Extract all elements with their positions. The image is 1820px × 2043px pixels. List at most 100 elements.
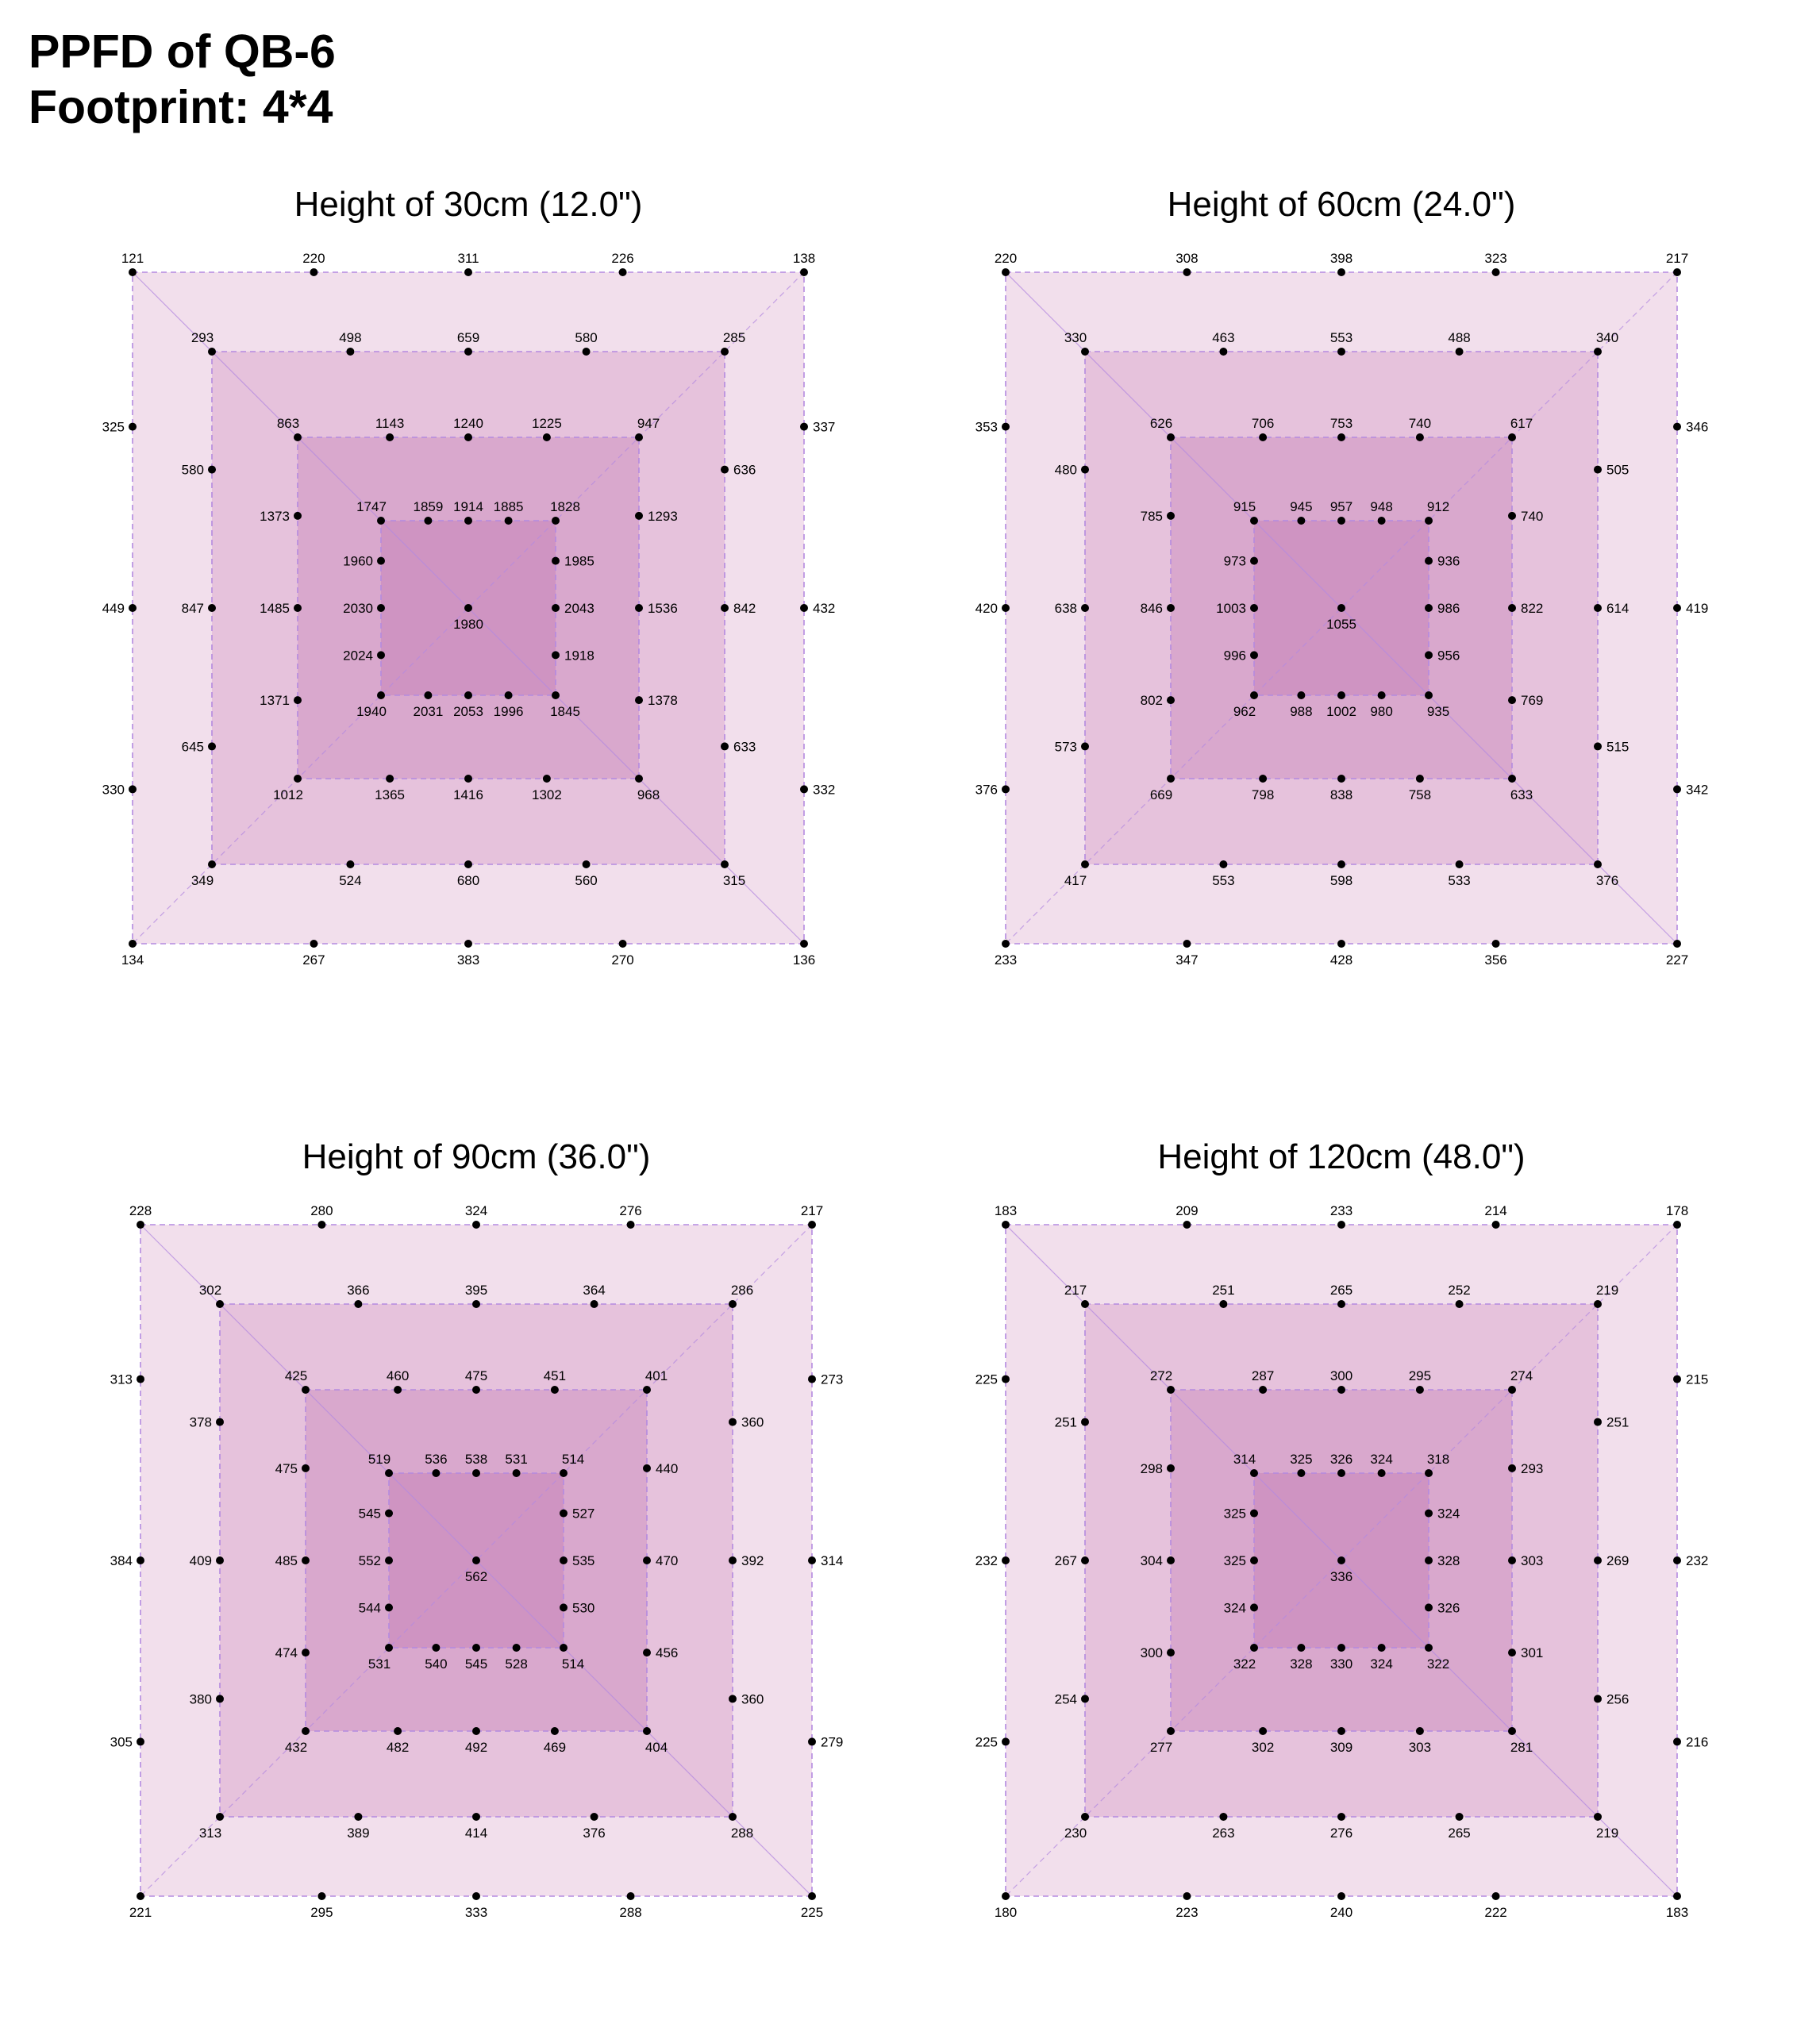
chart-1-third-top-2-point bbox=[464, 433, 472, 441]
chart-4-third-left-2-label: 298 bbox=[1141, 1461, 1163, 1476]
chart-4-inner-bottom-1-label: 324 bbox=[1370, 1656, 1392, 1672]
chart-1-second-right-2-point bbox=[721, 742, 729, 751]
chart-3-inner-right-0-point bbox=[560, 1509, 568, 1518]
chart-1-outer-right-1-point bbox=[800, 604, 808, 612]
chart-3-outer-top-4-point bbox=[808, 1221, 816, 1229]
chart-3-outer-right-1-label: 314 bbox=[821, 1553, 843, 1568]
chart-2-outer-bottom-0-label: 227 bbox=[1666, 952, 1688, 968]
chart-1-third-top-3-point bbox=[542, 433, 551, 441]
chart-2-second-left-2-point bbox=[1081, 465, 1089, 474]
chart-2-inner-top-3-point bbox=[1377, 517, 1386, 525]
chart-3-third-bottom-3-point bbox=[394, 1727, 402, 1735]
chart-4-outer-bottom-0-point bbox=[1673, 1892, 1681, 1900]
chart-4-second-bottom-2-label: 276 bbox=[1330, 1826, 1352, 1841]
chart-1-second-bottom-3-label: 524 bbox=[339, 873, 361, 888]
chart-4-second-top-0-point bbox=[1081, 1300, 1089, 1308]
page-title: PPFD of QB-6 Footprint: 4*4 bbox=[29, 24, 336, 135]
chart-3-third-left-1-label: 485 bbox=[275, 1553, 298, 1568]
chart-4-second-top-4-label: 219 bbox=[1596, 1283, 1618, 1298]
chart-4-outer-right-2-point bbox=[1673, 1737, 1681, 1746]
chart-1-inner-top-0-label: 1747 bbox=[356, 499, 387, 514]
chart-2-inner-right-2-label: 956 bbox=[1437, 648, 1460, 663]
ppfd-panel-2: Height of 60cm (24.0") 220 308 398 323 217 346… bbox=[873, 167, 1778, 1008]
chart-3-third-top-4-point bbox=[643, 1386, 651, 1394]
chart-2-second-bottom-4-label: 417 bbox=[1064, 873, 1087, 888]
chart-3-outer-top-1-point bbox=[317, 1221, 326, 1229]
chart-1-second-bottom-2-label: 680 bbox=[457, 873, 479, 888]
chart-1-inner-right-0-label: 1985 bbox=[564, 554, 594, 569]
chart-3-outer-bottom-4-label: 221 bbox=[129, 1905, 152, 1920]
chart-4-third-top-0-point bbox=[1167, 1386, 1175, 1394]
chart-1-inner-bottom-1-label: 1996 bbox=[494, 704, 524, 719]
chart-4-second-top-2-point bbox=[1337, 1300, 1345, 1308]
chart-1-center-label: 1980 bbox=[453, 617, 483, 632]
chart-2-outer-top-1-point bbox=[1183, 268, 1191, 276]
chart-1-inner-top-1-point bbox=[424, 517, 433, 525]
chart-1-outer-top-0-label: 121 bbox=[121, 251, 144, 266]
chart-4-third-bottom-2-label: 309 bbox=[1330, 1740, 1352, 1755]
chart-1-outer-left-1-point bbox=[129, 604, 137, 612]
chart-4-inner-right-0-point bbox=[1425, 1509, 1433, 1518]
chart-3-second-bottom-0-point bbox=[729, 1813, 737, 1821]
chart-1-inner-left-0-label: 2024 bbox=[343, 648, 373, 663]
chart-4-outer-bottom-1-label: 222 bbox=[1484, 1905, 1506, 1920]
chart-2-outer-left-1-point bbox=[1002, 604, 1010, 612]
chart-4-second-top-0-label: 217 bbox=[1064, 1283, 1087, 1298]
chart-4-outer-left-0-point bbox=[1002, 1737, 1010, 1746]
chart-2-third-right-1-label: 822 bbox=[1521, 601, 1543, 616]
chart-2-outer-left-0-point bbox=[1002, 785, 1010, 794]
chart-1-second-bottom-3-point bbox=[346, 860, 355, 868]
chart-3-second-bottom-4-point bbox=[216, 1813, 224, 1821]
chart-4-inner-bottom-4-label: 322 bbox=[1233, 1656, 1256, 1672]
chart-3-third-top-0-label: 425 bbox=[285, 1368, 307, 1383]
chart-2-third-top-1-label: 706 bbox=[1252, 416, 1274, 431]
chart-4-second-top-2-label: 265 bbox=[1330, 1283, 1352, 1298]
chart-3-outer-left-1-point bbox=[137, 1556, 144, 1564]
chart-3-second-top-4-point bbox=[729, 1300, 737, 1308]
chart-2-outer-top-1-label: 308 bbox=[1175, 251, 1198, 266]
chart-2-inner-top-3-label: 948 bbox=[1370, 499, 1392, 514]
chart-2-third-bottom-0-point bbox=[1508, 775, 1516, 783]
chart-2-inner-left-2-label: 973 bbox=[1224, 554, 1246, 569]
chart-3-second-left-2-label: 378 bbox=[190, 1415, 212, 1430]
chart-4-third-right-1-point bbox=[1508, 1556, 1516, 1564]
chart-1-inner-bottom-3-point bbox=[424, 691, 433, 699]
chart-3-third-top-2-label: 475 bbox=[465, 1368, 487, 1383]
chart-4-second-top-4-point bbox=[1594, 1300, 1602, 1308]
chart-3-outer-top-2-label: 324 bbox=[465, 1203, 487, 1218]
chart-4-inner-bottom-3-label: 328 bbox=[1290, 1656, 1312, 1672]
chart-2-outer-right-1-point bbox=[1673, 604, 1681, 612]
chart-2-outer-right-0-point bbox=[1673, 422, 1681, 431]
chart-3-third-top-3-label: 451 bbox=[544, 1368, 566, 1383]
chart-4-outer-top-1-point bbox=[1183, 1221, 1191, 1229]
chart-4-third-top-2-label: 300 bbox=[1330, 1368, 1352, 1383]
chart-2-inner-right-1-point bbox=[1425, 604, 1433, 612]
chart-2-second-bottom-2-point bbox=[1337, 860, 1345, 868]
chart-3-outer-right-0-label: 273 bbox=[821, 1372, 843, 1387]
chart-4-inner-bottom-1-point bbox=[1377, 1644, 1386, 1652]
chart-2-second-top-0-label: 330 bbox=[1064, 330, 1087, 345]
chart-3-inner-right-0-label: 527 bbox=[572, 1506, 594, 1522]
chart-4-third-top-0-label: 272 bbox=[1150, 1368, 1172, 1383]
chart-4-third-top-3-point bbox=[1415, 1386, 1424, 1394]
chart-3-second-right-2-point bbox=[729, 1695, 737, 1703]
chart-2-inner-bottom-1-point bbox=[1377, 691, 1386, 699]
chart-4-second-bottom-4-label: 230 bbox=[1064, 1826, 1087, 1841]
chart-1-outer-right-0-label: 337 bbox=[813, 420, 835, 435]
chart-4-third-right-2-point bbox=[1508, 1649, 1516, 1657]
chart-3-inner-bottom-1-point bbox=[512, 1644, 521, 1652]
chart-4-outer-top-1-label: 209 bbox=[1175, 1203, 1198, 1218]
chart-3-title: Height of 90cm (36.0") bbox=[302, 1137, 651, 1176]
chart-2-third-top-1-point bbox=[1259, 433, 1268, 441]
chart-1-third-top-2-label: 1240 bbox=[453, 416, 483, 431]
chart-2-second-left-1-point bbox=[1081, 604, 1089, 612]
chart-1-third-bottom-3-label: 1365 bbox=[375, 787, 405, 802]
chart-4-second-right-1-label: 269 bbox=[1606, 1553, 1629, 1568]
chart-4-second-bottom-0-point bbox=[1594, 1813, 1602, 1821]
chart-2-outer-left-2-label: 353 bbox=[975, 420, 998, 435]
chart-1-third-left-1-point bbox=[294, 604, 302, 612]
chart-1-third-bottom-0-label: 968 bbox=[637, 787, 660, 802]
chart-2-second-top-3-label: 488 bbox=[1448, 330, 1470, 345]
chart-4-second-bottom-2-point bbox=[1337, 1813, 1345, 1821]
chart-3-third-left-1-point bbox=[302, 1556, 310, 1564]
